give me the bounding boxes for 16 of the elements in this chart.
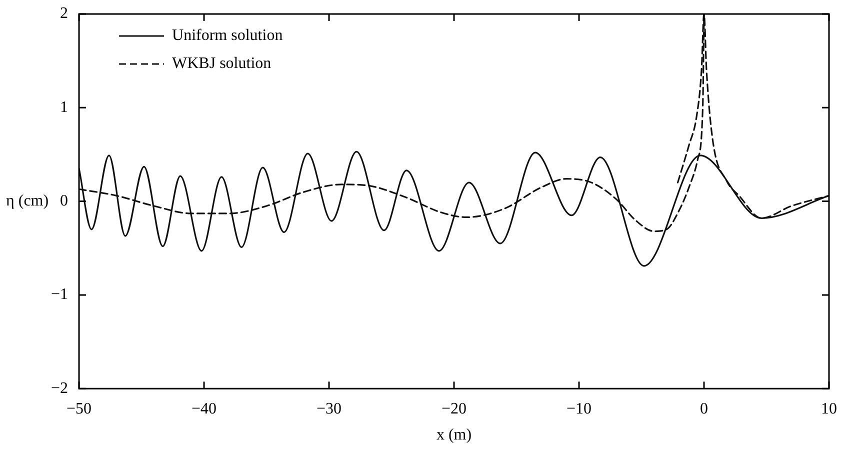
y-tick-label: 0 [60, 192, 68, 210]
y-tick-label: −1 [50, 286, 68, 304]
legend-label: WKBJ solution [172, 55, 272, 72]
legend-label: Uniform solution [172, 27, 283, 44]
x-tick-label: −10 [566, 400, 592, 418]
x-tick-label: −30 [316, 400, 342, 418]
y-tick-label: 1 [60, 98, 68, 116]
x-tick-label: 10 [821, 400, 837, 418]
y-tick-label: −2 [50, 380, 68, 397]
x-tick-label: −20 [441, 400, 467, 418]
x-axis-title: x (m) [436, 426, 472, 444]
y-axis-title: η (cm) [6, 192, 49, 210]
y-tick-label: 2 [60, 5, 68, 22]
x-tick-label: 0 [700, 400, 708, 418]
x-tick-label: −40 [192, 400, 217, 418]
x-tick-label: −50 [66, 400, 92, 418]
